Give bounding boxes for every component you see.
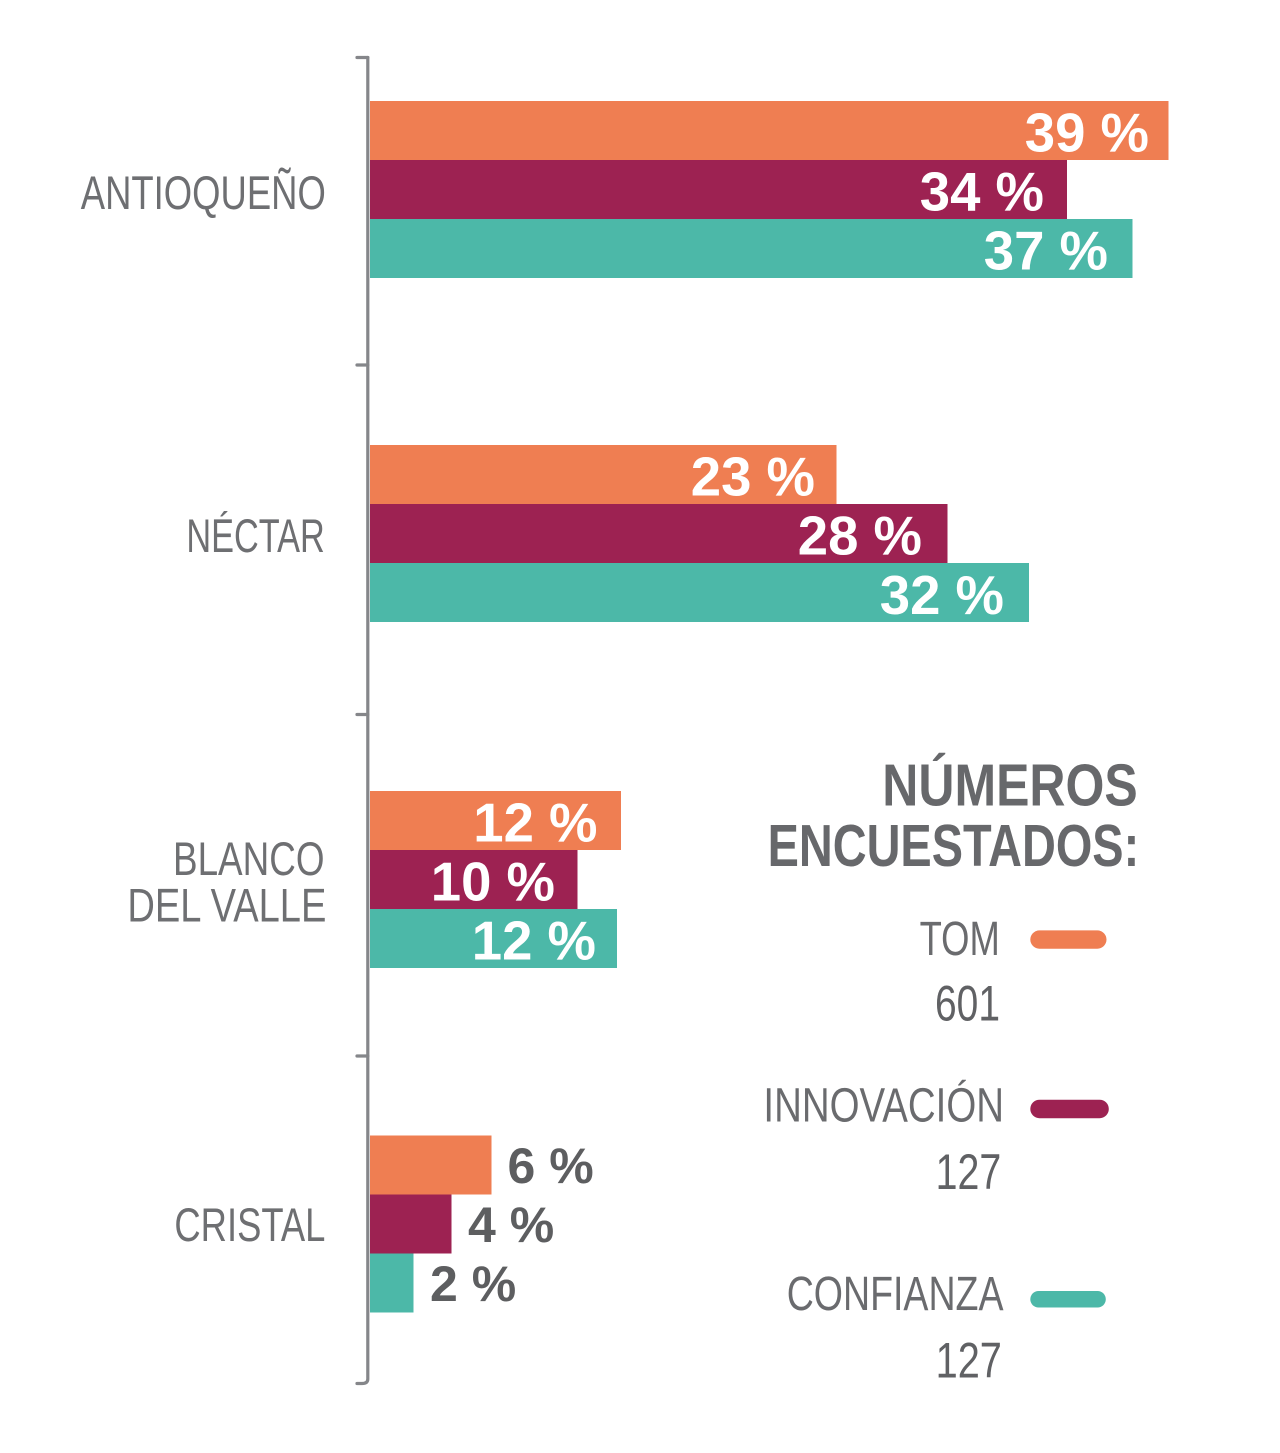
svg-text:CONFIANZA: CONFIANZA	[787, 1268, 1004, 1321]
svg-text:32 %: 32 %	[880, 565, 1004, 626]
svg-text:12 %: 12 %	[473, 793, 597, 854]
svg-text:4 %: 4 %	[468, 1197, 554, 1253]
svg-text:37 %: 37 %	[984, 221, 1108, 282]
svg-text:39 %: 39 %	[1025, 103, 1149, 164]
svg-text:CRISTAL: CRISTAL	[174, 1199, 325, 1252]
svg-text:BLANCO: BLANCO	[173, 833, 325, 886]
svg-text:DEL VALLE: DEL VALLE	[127, 880, 326, 933]
svg-text:TOM: TOM	[920, 913, 1000, 966]
svg-text:10 %: 10 %	[431, 852, 555, 913]
svg-text:23 %: 23 %	[691, 447, 815, 508]
svg-text:34 %: 34 %	[920, 162, 1044, 223]
svg-text:601: 601	[935, 976, 1000, 1032]
svg-text:127: 127	[936, 1333, 1002, 1389]
svg-text:ENCUESTADOS:: ENCUESTADOS:	[768, 812, 1140, 879]
svg-text:127: 127	[936, 1144, 1002, 1200]
svg-text:INNOVACIÓN: INNOVACIÓN	[763, 1079, 1004, 1133]
svg-text:28 %: 28 %	[798, 506, 922, 567]
svg-text:12 %: 12 %	[472, 911, 596, 972]
svg-text:6 %: 6 %	[508, 1138, 594, 1194]
svg-text:NÚMEROS: NÚMEROS	[882, 752, 1137, 819]
svg-text:2 %: 2 %	[430, 1256, 516, 1312]
svg-text:NÉCTAR: NÉCTAR	[186, 510, 324, 563]
svg-text:ANTIOQUEÑO: ANTIOQUEÑO	[81, 166, 326, 220]
